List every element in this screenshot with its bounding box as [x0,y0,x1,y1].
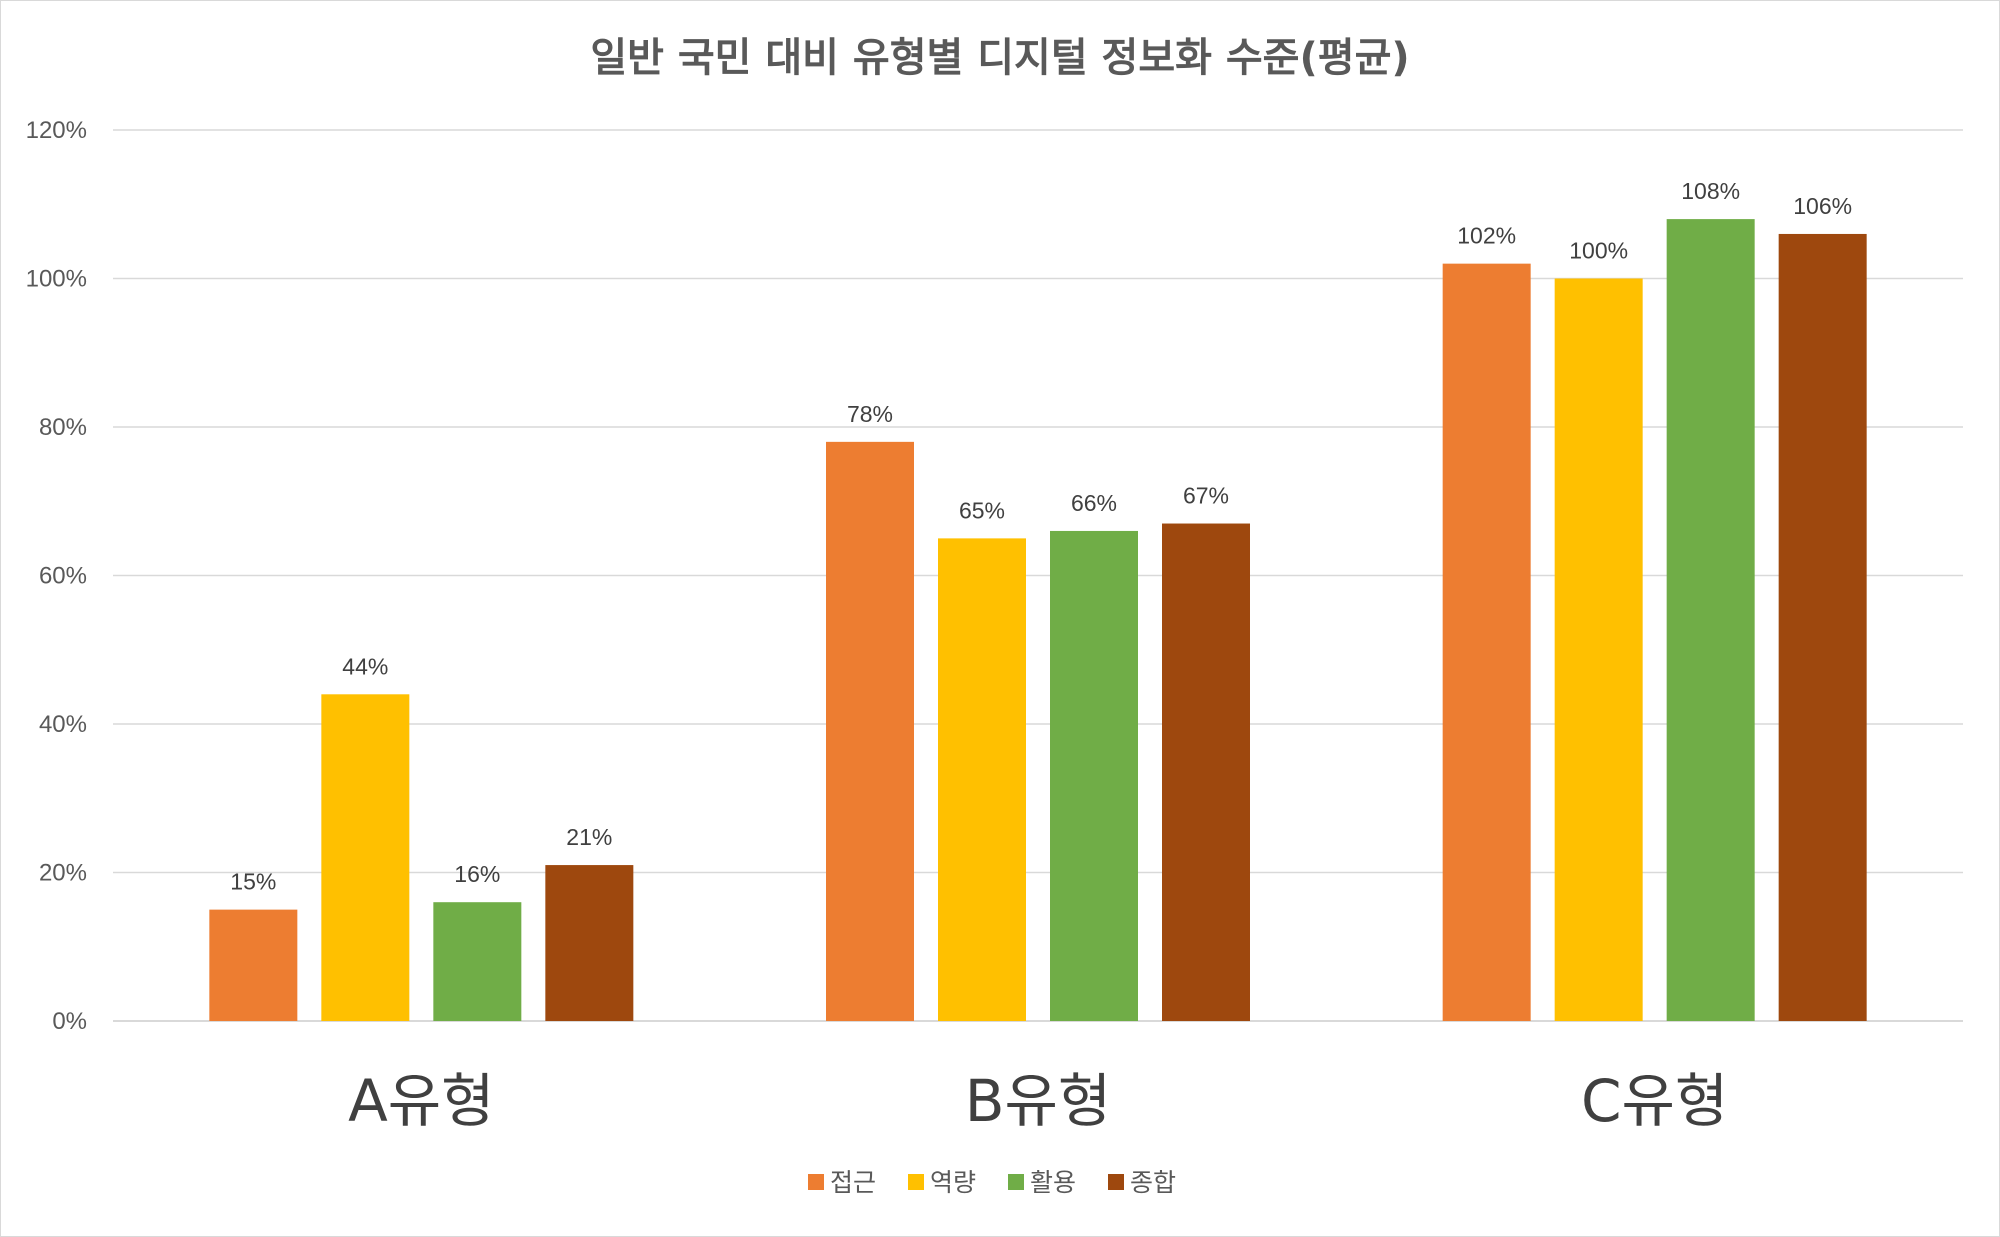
legend-label: 활용 [1030,1168,1076,1197]
bar [1050,530,1138,1021]
bar [433,902,522,1021]
data-label: 16% [454,861,500,887]
bar [209,909,298,1021]
data-label: 106% [1793,193,1852,219]
data-label: 44% [342,653,388,679]
x-category-label: B유형 [965,1067,1112,1135]
data-label: 102% [1457,223,1516,249]
data-label: 15% [230,869,276,895]
y-axis-ticks: 0% 20% 40% 60% 80% 100% 120% [26,117,87,1035]
x-axis-categories: A유형 B유형 C유형 [348,1067,1728,1135]
data-label: 108% [1681,178,1740,204]
bar [321,694,410,1021]
legend-label: 접근 [830,1168,876,1197]
data-label: 100% [1569,238,1628,264]
data-label: 78% [847,401,893,427]
data-labels: 15% 44% 16% 21% 78% 65% 66% 67% 102% 100% 108% 106% [230,178,1852,895]
bar [1554,278,1643,1021]
bar [545,865,634,1021]
legend-swatch [908,1174,924,1190]
data-label: 67% [1183,483,1229,509]
legend-label: 종합 [1130,1168,1176,1197]
y-tick-label: 40% [39,711,87,738]
data-label: 21% [566,824,612,850]
bar [826,441,914,1022]
data-label: 65% [959,497,1005,523]
bar [1666,219,1755,1022]
y-tick-label: 100% [26,266,87,293]
bar [1162,523,1250,1021]
data-label: 66% [1071,490,1117,516]
legend: 접근 역량 활용 종합 [808,1168,1176,1197]
legend-swatch [1008,1174,1024,1190]
legend-label: 역량 [930,1168,976,1197]
bars [209,219,1867,1022]
bar [1778,233,1867,1021]
y-tick-label: 80% [39,414,87,441]
bar [938,538,1026,1021]
y-tick-label: 120% [26,117,87,144]
chart-title: 일반 국민 대비 유형별 디지털 정보화 수준(평균) [590,35,1409,81]
legend-swatch [1108,1174,1124,1190]
x-category-label: A유형 [348,1067,494,1135]
x-category-label: C유형 [1581,1067,1728,1135]
y-tick-label: 20% [39,860,87,887]
y-tick-label: 60% [39,563,87,590]
legend-swatch [808,1174,824,1190]
y-tick-label: 0% [52,1008,87,1035]
gridlines [113,129,1963,1022]
bar [1442,263,1531,1021]
